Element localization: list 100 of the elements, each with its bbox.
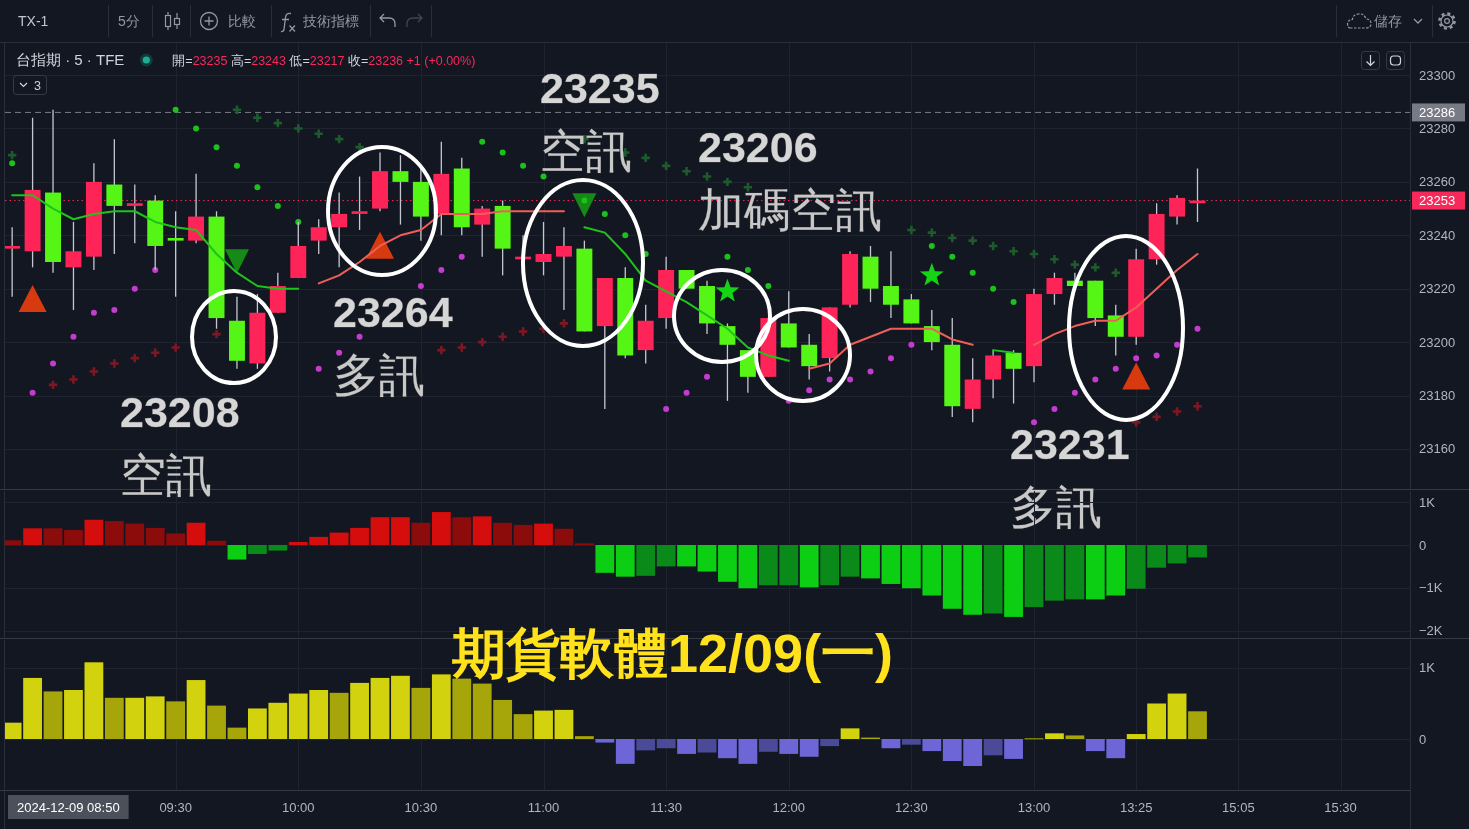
- bar: [758, 739, 778, 752]
- x-tick-label: 10:30: [404, 800, 438, 815]
- y-tick-label: 23260: [1419, 174, 1456, 190]
- bar: [574, 736, 594, 740]
- candlestick: [801, 333, 818, 381]
- text: 2024-12-09 08:50: [17, 800, 120, 815]
- bar: [145, 696, 165, 740]
- point: [847, 376, 854, 383]
- candlestick: [719, 322, 736, 402]
- bar: [697, 545, 717, 572]
- bar: [391, 675, 410, 740]
- point: [540, 173, 547, 180]
- candlestick: [106, 138, 123, 255]
- y-tick-label: 23280: [1419, 120, 1456, 136]
- y-tick-label: 1K: [1419, 494, 1436, 510]
- bar: [656, 545, 676, 567]
- bar: [595, 739, 615, 743]
- point: [908, 341, 915, 348]
- bar: [534, 523, 553, 546]
- point: [949, 253, 956, 260]
- bar: [431, 512, 451, 546]
- point: [479, 138, 486, 145]
- point: [254, 184, 261, 191]
- point: [233, 162, 240, 169]
- bar: [452, 678, 472, 740]
- text: 台指期 · 5 · TFE: [16, 51, 125, 68]
- point: [826, 376, 833, 383]
- annotation: 23206 加碼空訊: [698, 123, 882, 236]
- point: [1010, 299, 1017, 306]
- bar: [881, 739, 901, 749]
- bar: [23, 528, 42, 546]
- bar: [820, 739, 840, 747]
- bar: [1024, 545, 1044, 608]
- bar: [207, 540, 226, 546]
- bar: [513, 714, 533, 740]
- bar: [1167, 693, 1187, 740]
- text: 技術指標: [302, 13, 359, 29]
- point: [928, 242, 935, 249]
- bar: [595, 545, 615, 573]
- bar: [554, 528, 574, 546]
- x-tick-label: 10:00: [282, 800, 315, 815]
- bar: [186, 680, 206, 740]
- point: [683, 389, 690, 396]
- x-tick-label: 13:00: [1017, 800, 1051, 815]
- x-tick-label: 09:30: [159, 800, 192, 815]
- x-tick-label: 11:00: [527, 800, 560, 815]
- candlestick: [310, 218, 327, 255]
- bar: [104, 697, 124, 740]
- y-tick-label: −2K: [1419, 623, 1443, 639]
- point: [90, 309, 97, 316]
- bar: [615, 545, 635, 577]
- bar: [84, 519, 104, 546]
- bar: [207, 705, 226, 740]
- y-tick-label: 23300: [1419, 67, 1456, 83]
- point: [131, 285, 138, 292]
- candlestick: [1107, 304, 1124, 357]
- bar: [799, 545, 819, 588]
- point: [724, 253, 731, 260]
- point: [274, 202, 281, 209]
- x-tick-label: 12:00: [772, 800, 806, 815]
- bar: [431, 674, 451, 740]
- bar: [64, 530, 83, 546]
- point: [704, 373, 711, 380]
- y-tick-label: 23220: [1419, 281, 1456, 297]
- point: [417, 283, 424, 290]
- point: [1133, 355, 1140, 362]
- bar: [881, 545, 901, 584]
- y-tick-label: 1K: [1419, 660, 1436, 676]
- annotation: 期貨軟體12/09(一): [451, 623, 894, 683]
- point: [315, 365, 322, 372]
- bar: [1045, 733, 1064, 740]
- bar: [799, 739, 819, 757]
- point: [581, 197, 588, 204]
- bar: [411, 522, 431, 546]
- text: 比較: [228, 13, 256, 29]
- point: [919, 262, 944, 286]
- candlestick: [392, 154, 409, 226]
- point: [765, 283, 772, 290]
- bar: [370, 517, 390, 546]
- point: [1071, 389, 1078, 396]
- point: [70, 333, 77, 340]
- candlestick: [167, 210, 184, 298]
- bar: [513, 524, 533, 546]
- point: [356, 333, 363, 340]
- bar: [615, 739, 635, 764]
- point: [601, 210, 608, 217]
- y-tick-label: 23200: [1419, 334, 1456, 350]
- candlestick: [535, 221, 552, 276]
- candlestick: [5, 226, 21, 298]
- bar: [534, 710, 553, 740]
- point: [9, 160, 16, 167]
- bar: [840, 545, 860, 577]
- x-tick-label: 11:30: [650, 800, 682, 815]
- bar: [227, 545, 247, 560]
- ref-line-label: 23253: [1419, 193, 1456, 209]
- y-tick-label: 0: [1419, 537, 1427, 553]
- bar: [493, 522, 513, 546]
- bar: [452, 517, 472, 546]
- bar: [697, 739, 717, 753]
- y-tick-label: 23240: [1419, 227, 1456, 243]
